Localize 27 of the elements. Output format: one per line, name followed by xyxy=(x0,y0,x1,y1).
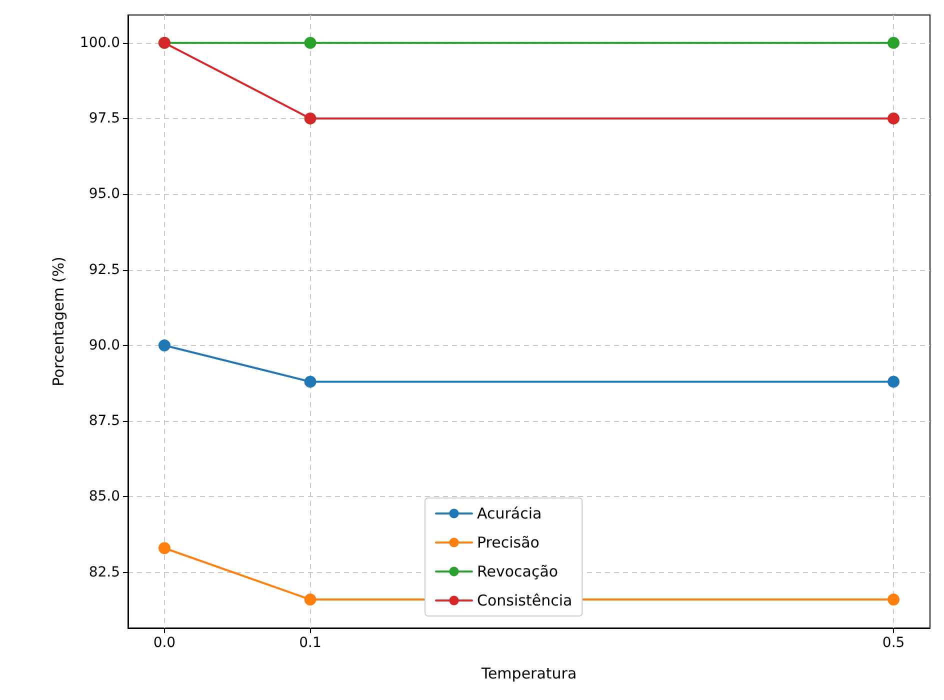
y-tick-label: 85.0 xyxy=(88,488,120,505)
x-tick-label: 0.0 xyxy=(153,635,176,651)
legend-label: Precisão xyxy=(477,534,540,552)
point xyxy=(304,376,316,388)
point xyxy=(888,594,900,606)
point xyxy=(888,36,900,49)
y-tick-label: 82.5 xyxy=(88,564,120,580)
legend-label: Acurácia xyxy=(477,504,542,522)
point xyxy=(304,36,316,49)
y-tick-label: 97.5 xyxy=(88,110,120,126)
legend-label: Consistência xyxy=(477,592,572,610)
y-tick-label: 100.0 xyxy=(80,34,120,51)
y-tick-label: 87.5 xyxy=(88,413,120,430)
x-tick-label: 0.1 xyxy=(299,635,322,651)
point xyxy=(304,594,316,606)
x-tick-label: 0.5 xyxy=(882,635,905,651)
point xyxy=(158,339,170,352)
legend-label: Revocação xyxy=(477,562,558,580)
y-tick-label: 92.5 xyxy=(88,262,120,278)
y-axis-title: Porcentagem (%) xyxy=(50,256,68,386)
point xyxy=(888,376,900,388)
y-tick-label: 95.0 xyxy=(88,186,120,202)
y-tick-label: 90.0 xyxy=(88,337,120,354)
x-axis-title: Temperatura xyxy=(480,664,577,682)
point xyxy=(158,542,170,554)
point xyxy=(304,112,316,124)
point xyxy=(888,112,900,124)
